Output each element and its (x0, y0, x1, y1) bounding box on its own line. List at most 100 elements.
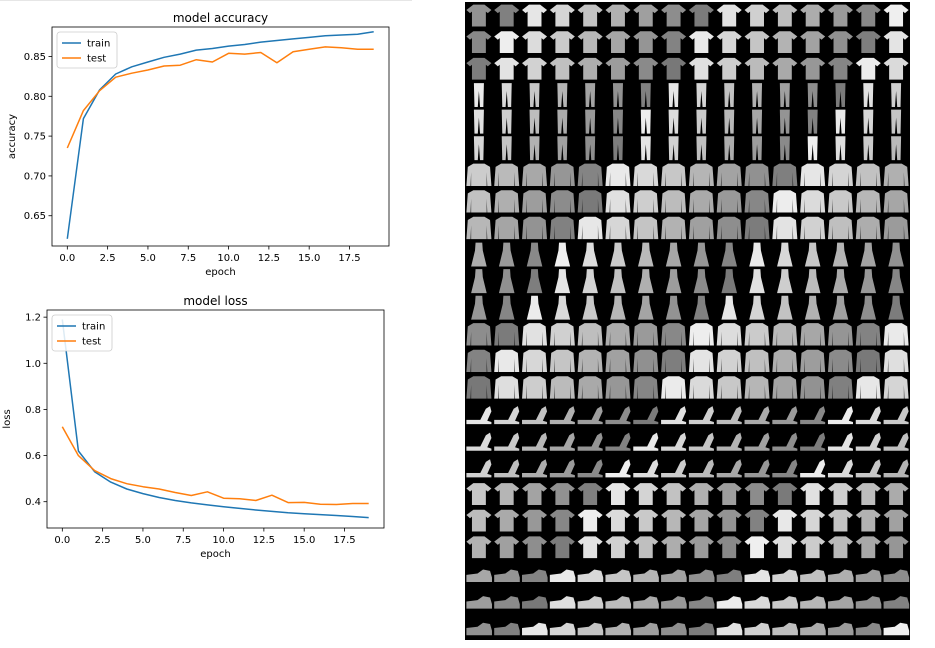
thumbnail-shirt (549, 509, 575, 532)
thumbnail-top (883, 57, 909, 80)
y-tick-label: 0.85 (24, 52, 46, 63)
thumbnail-shirt (466, 509, 492, 532)
garment-shape (661, 323, 687, 346)
thumbnail-top (605, 57, 631, 80)
thumbnail-coat (549, 323, 575, 346)
thumbnail-coat (661, 323, 687, 346)
garment-shape (466, 622, 492, 636)
thumbnail-trouser (863, 109, 874, 134)
thumbnail-sneaker (883, 596, 910, 609)
garment-shape (661, 190, 687, 213)
garment-shape (883, 432, 909, 451)
thumbnail-top (494, 31, 520, 54)
thumbnail-top (605, 31, 631, 54)
garment-shape (883, 57, 909, 80)
garment-shape (494, 406, 520, 425)
thumbnail-trouser (891, 109, 902, 134)
thumbnail-sneaker (494, 596, 520, 609)
garment-shape (827, 57, 853, 80)
garment-shape (549, 216, 575, 240)
thumbnail-dress (721, 269, 738, 294)
thumbnail-trouser (668, 136, 679, 161)
garment-shape (772, 596, 798, 609)
thumbnail-dress (832, 242, 849, 267)
garment-shape (498, 295, 515, 320)
thumbnail-coat (827, 349, 853, 373)
garment-shape (716, 622, 743, 636)
garment-shape (633, 349, 659, 373)
garment-shape (804, 242, 821, 267)
garment-shape (721, 295, 738, 320)
garment-shape (777, 269, 793, 294)
garment-shape (688, 349, 714, 373)
garment-shape (855, 622, 882, 636)
garment-shape (693, 242, 710, 267)
garment-shape (688, 190, 714, 213)
garment-shape (466, 376, 492, 399)
thumbnail-top (661, 4, 687, 27)
garment-shape (883, 459, 909, 478)
garment-shape (891, 109, 902, 134)
garment-shape (529, 136, 540, 161)
garment-shape (855, 57, 881, 80)
thumbnail-pullover (716, 190, 742, 213)
thumbnail-sandal (522, 432, 548, 451)
thumbnail-pullover (661, 216, 687, 240)
thumbnail-pullover (716, 163, 742, 186)
y-tick-label: 1.2 (25, 313, 41, 324)
thumbnail-dress (721, 242, 738, 267)
thumbnail-sandal (633, 459, 659, 478)
thumbnail-dress (860, 295, 877, 320)
thumbnail-coat (466, 376, 492, 399)
thumbnail-coat (855, 323, 881, 346)
garment-shape (522, 569, 548, 583)
garment-shape (779, 109, 790, 134)
garment-shape (466, 323, 492, 346)
garment-shape (577, 622, 604, 636)
garment-shape (549, 163, 575, 186)
thumbnail-top (633, 4, 659, 27)
garment-shape (749, 295, 765, 320)
garment-shape (724, 83, 735, 108)
thumbnail-sneaker (772, 622, 798, 636)
thumbnail-pullover (688, 190, 714, 213)
garment-shape (577, 323, 603, 346)
thumbnail-sandal (744, 459, 770, 478)
garment-shape (498, 269, 515, 294)
garment-shape (883, 406, 909, 425)
garment-shape (688, 57, 714, 80)
garment-shape (633, 4, 659, 27)
garment-shape (716, 31, 742, 54)
garment-shape (633, 622, 659, 636)
thumbnail-trouser (752, 83, 763, 108)
garment-shape (716, 216, 742, 240)
thumbnail-trouser (835, 136, 846, 161)
garment-shape (688, 596, 715, 609)
thumbnail-sneaker (549, 569, 576, 583)
thumbnail-sneaker (800, 596, 826, 609)
thumbnail-coat (716, 323, 742, 346)
thumbnail-shirt (577, 536, 603, 559)
series-line-test (61, 426, 369, 506)
thumbnail-sneaker (688, 622, 715, 636)
thumbnail-shirt (494, 483, 520, 505)
garment-shape (501, 83, 512, 108)
thumbnail-sneaker (605, 569, 632, 583)
garment-shape (473, 109, 484, 134)
thumbnail-pullover (688, 216, 714, 240)
garment-shape (473, 136, 484, 161)
thumbnail-trouser (835, 109, 846, 134)
thumbnail-pullover (716, 216, 742, 240)
garment-shape (494, 349, 520, 373)
thumbnail-trouser (668, 109, 679, 134)
thumbnail-sandal (827, 406, 853, 425)
thumbnail-shirt (688, 483, 714, 505)
garment-shape (668, 109, 679, 134)
garment-shape (772, 190, 798, 213)
thumbnail-sandal (605, 406, 631, 425)
garment-shape (640, 109, 651, 134)
garment-shape (724, 136, 735, 161)
garment-shape (612, 109, 623, 134)
garment-shape (800, 31, 826, 54)
garment-shape (529, 83, 540, 108)
